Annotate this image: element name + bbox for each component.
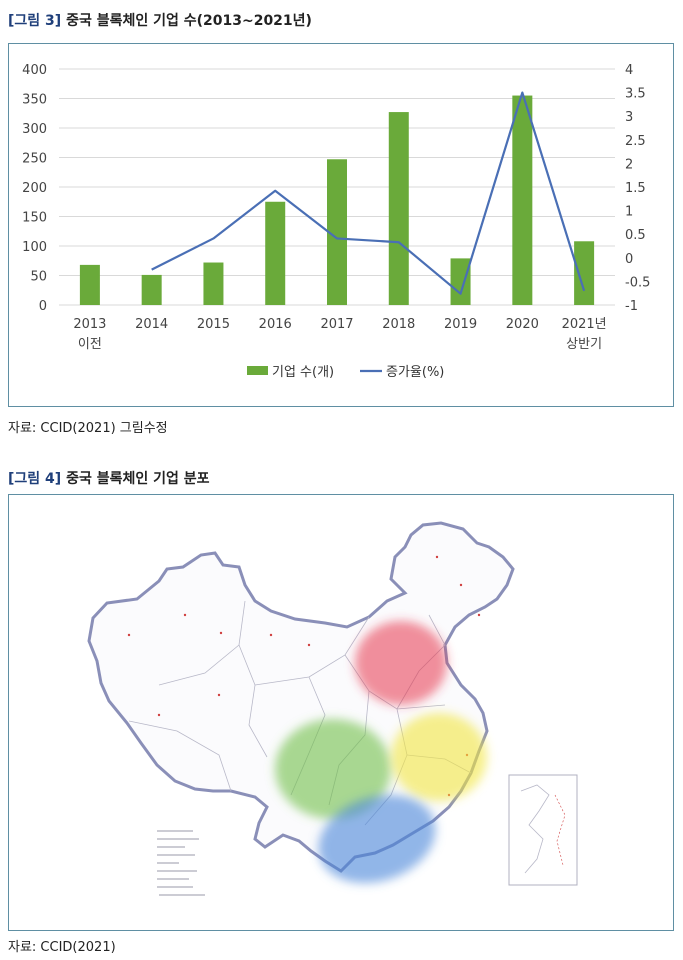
right-tick-label: 1 [625,205,633,220]
category-label: 2015 [197,317,230,332]
right-tick-label: 1.5 [625,181,646,196]
bar [79,264,100,305]
right-tick-label: -0.5 [625,275,650,290]
region-south [318,794,436,884]
category-label: 2019 [444,317,477,332]
right-tick-label: 0.5 [625,228,646,243]
right-tick-label: 3 [625,110,633,125]
bar [327,159,347,305]
legend-label-line: 증가율(%) [386,365,444,380]
bar [203,262,224,305]
right-tick-label: -1 [625,299,638,314]
left-tick-label: 100 [22,240,47,255]
left-tick-label: 50 [30,270,47,285]
map-frame [8,494,674,931]
left-tick-label: 400 [22,63,47,78]
category-label: 2020 [506,317,539,332]
figure3-title-text: 중국 블록체인 기업 수(2013~2021년) [66,13,312,29]
left-tick-label: 300 [22,122,47,137]
left-tick-label: 250 [22,152,47,167]
legend-label-bars: 기업 수(개) [272,365,334,380]
left-tick-label: 200 [22,181,47,196]
category-label: 2018 [382,317,415,332]
bar [450,258,471,305]
figure3-tag: [그림 3] [8,13,62,29]
category-label: 상반기 [566,337,602,352]
left-tick-label: 350 [22,93,47,108]
region-north [355,621,447,705]
right-tick-label: 3.5 [625,87,646,102]
chart-frame: 0 50 100 150 200 250 300 350 400 -1 -0.5 0 0.5 1 1.5 2 2… [8,43,674,407]
map-legend-block [157,830,205,896]
category-label: 2017 [320,317,353,332]
bar [388,112,409,305]
category-label: 2014 [135,317,168,332]
right-tick-label: 0 [625,252,633,267]
south-china-sea-inset [508,774,578,886]
china-map [87,521,578,896]
bar [141,274,162,305]
china-outline [87,521,515,873]
left-tick-label: 150 [22,211,47,226]
region-southwest [275,719,391,819]
left-tick-label: 0 [39,299,47,314]
right-tick-label: 4 [625,63,633,78]
bar [512,95,533,305]
category-label: 이전 [78,337,102,352]
combo-chart: 0 50 100 150 200 250 300 350 400 -1 -0.5 0 0.5 1 1.5 2 2… [22,63,650,380]
figure3-title: [그림 3] 중국 블록체인 기업 수(2013~2021년) [8,10,312,30]
figure4-source: 자료: CCID(2021) [8,940,116,955]
figure4-tag: [그림 4] [8,471,62,487]
bar [574,241,595,305]
figure4-title-text: 중국 블록체인 기업 분포 [66,471,210,487]
right-tick-label: 2 [625,157,633,172]
figure4-title: [그림 4] 중국 블록체인 기업 분포 [8,468,209,488]
right-tick-label: 2.5 [625,134,646,149]
legend-swatch-bars [247,366,268,375]
category-label: 2013 [73,317,106,332]
category-label: 2016 [259,317,292,332]
figure3-source: 자료: CCID(2021) 그림수정 [8,421,168,436]
category-label: 2021년 [562,317,607,332]
growth-line [151,91,586,295]
region-east [391,713,487,801]
bar [265,201,286,305]
